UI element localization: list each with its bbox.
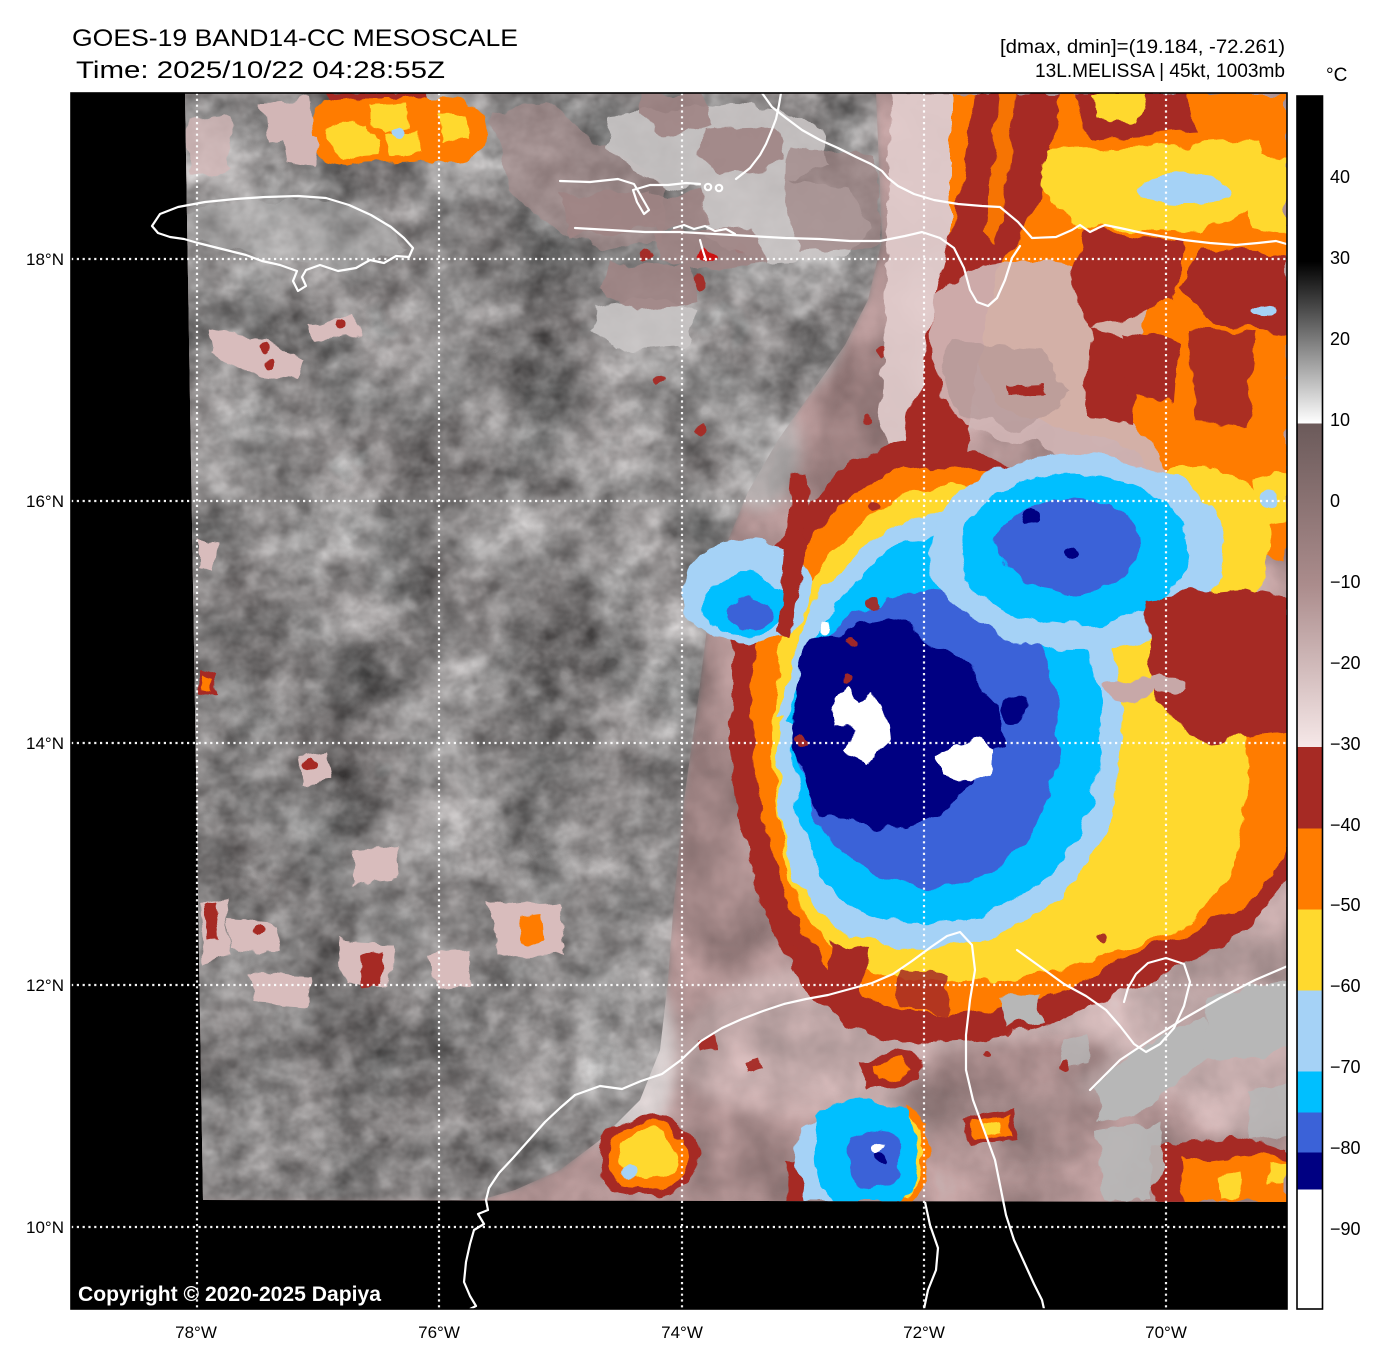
svg-text:10: 10: [1330, 410, 1350, 430]
svg-text:Time: 2025/10/22 04:28:55Z: Time: 2025/10/22 04:28:55Z: [76, 57, 445, 84]
svg-text:−20: −20: [1330, 653, 1361, 673]
svg-text:−90: −90: [1330, 1219, 1361, 1239]
svg-text:0: 0: [1330, 491, 1340, 511]
svg-text:−40: −40: [1330, 815, 1361, 835]
svg-text:−80: −80: [1330, 1138, 1361, 1158]
svg-text:−70: −70: [1330, 1057, 1361, 1077]
svg-text:GOES-19 BAND14-CC MESOSCALE: GOES-19 BAND14-CC MESOSCALE: [72, 25, 518, 52]
svg-text:10°N: 10°N: [26, 1218, 64, 1237]
svg-text:−60: −60: [1330, 976, 1361, 996]
svg-text:30: 30: [1330, 248, 1350, 268]
svg-text:18°N: 18°N: [26, 250, 64, 269]
svg-text:14°N: 14°N: [26, 734, 64, 753]
svg-text:70°W: 70°W: [1145, 1323, 1187, 1342]
svg-text:−30: −30: [1330, 734, 1361, 754]
svg-text:76°W: 76°W: [418, 1323, 460, 1342]
svg-text:Copyright © 2020-2025 Dapiya: Copyright © 2020-2025 Dapiya: [78, 1282, 382, 1306]
svg-text:16°N: 16°N: [26, 492, 64, 511]
svg-text:13L.MELISSA | 45kt, 1003mb: 13L.MELISSA | 45kt, 1003mb: [1035, 60, 1285, 82]
svg-text:°C: °C: [1326, 65, 1347, 86]
svg-text:72°W: 72°W: [903, 1323, 945, 1342]
svg-text:−50: −50: [1330, 895, 1361, 915]
svg-text:[dmax, dmin]=(19.184, -72.261): [dmax, dmin]=(19.184, -72.261): [1000, 36, 1285, 58]
svg-text:74°W: 74°W: [661, 1323, 703, 1342]
svg-text:20: 20: [1330, 329, 1350, 349]
svg-text:40: 40: [1330, 167, 1350, 187]
svg-text:−10: −10: [1330, 572, 1361, 592]
svg-text:12°N: 12°N: [26, 976, 64, 995]
svg-text:78°W: 78°W: [175, 1323, 217, 1342]
